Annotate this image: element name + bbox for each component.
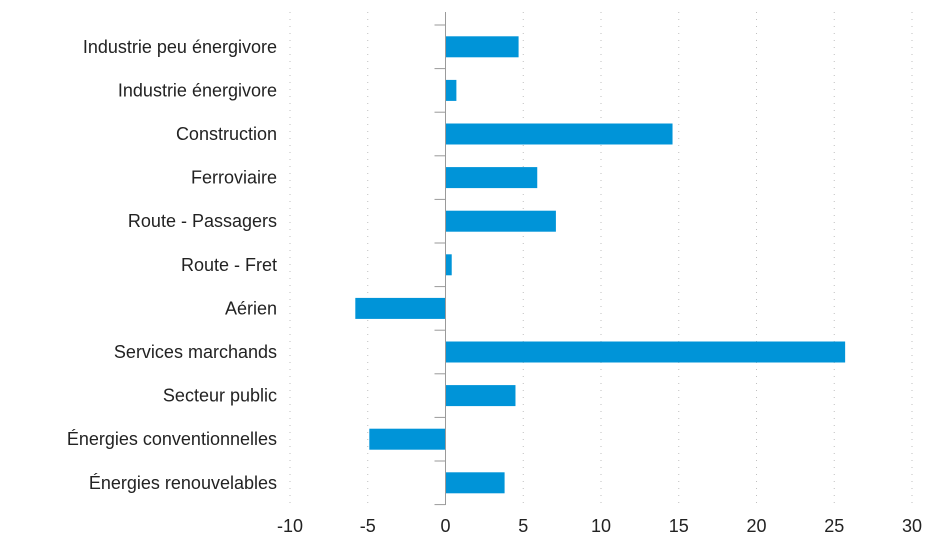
- category-label: Route - Fret: [181, 255, 277, 275]
- category-label: Aérien: [225, 298, 277, 318]
- x-tick-label: 0: [440, 516, 450, 536]
- category-label: Énergies conventionnelles: [67, 429, 277, 449]
- bar: [445, 36, 519, 58]
- x-tick-label: 10: [591, 516, 611, 536]
- x-axis-tick-labels: -10 -5 0 5 10 15 20 25 30: [277, 516, 922, 536]
- x-tick-label: 30: [902, 516, 922, 536]
- x-tick-label: 15: [669, 516, 689, 536]
- x-tick-label: -10: [277, 516, 303, 536]
- bar: [445, 254, 452, 276]
- bar: [445, 210, 556, 232]
- bar: [369, 428, 446, 450]
- bar: [445, 341, 846, 363]
- x-tick-label: -5: [360, 516, 376, 536]
- category-label: Industrie énergivore: [118, 80, 277, 100]
- category-labels: Industrie peu énergivore Industrie énergi…: [67, 37, 277, 493]
- category-label: Construction: [176, 124, 277, 144]
- x-tick-label: 25: [824, 516, 844, 536]
- category-label: Ferroviaire: [191, 168, 277, 188]
- category-ticks: [434, 24, 446, 506]
- bar: [355, 297, 446, 319]
- bar: [445, 123, 673, 145]
- category-label: Services marchands: [114, 342, 277, 362]
- bar: [445, 472, 505, 494]
- bar: [445, 385, 516, 407]
- category-label: Énergies renouvelables: [89, 473, 277, 493]
- bar: [445, 167, 538, 189]
- bars: [355, 36, 846, 494]
- category-label: Industrie peu énergivore: [83, 37, 277, 57]
- category-label: Route - Passagers: [128, 211, 277, 231]
- bar: [445, 79, 457, 101]
- x-tick-label: 20: [746, 516, 766, 536]
- x-tick-label: 5: [518, 516, 528, 536]
- category-label: Secteur public: [163, 386, 277, 406]
